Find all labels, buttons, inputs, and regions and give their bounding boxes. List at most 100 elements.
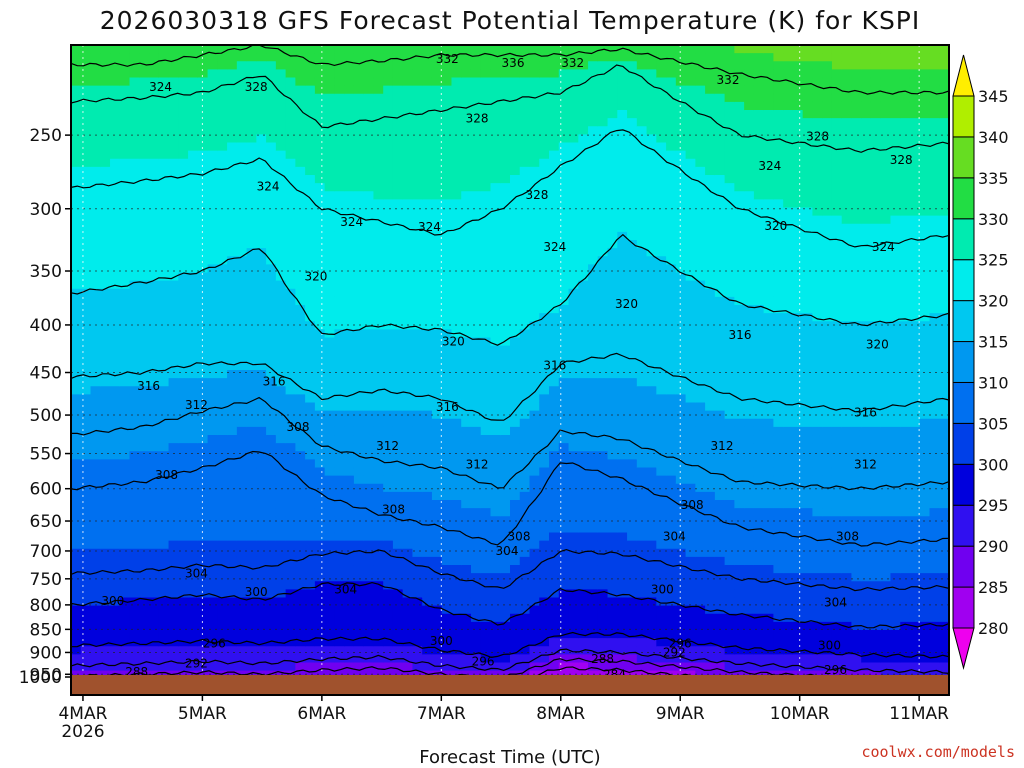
field-cell bbox=[314, 199, 326, 209]
field-cell bbox=[627, 589, 638, 599]
field-cell bbox=[80, 443, 92, 452]
field-cell bbox=[256, 288, 267, 298]
field-cell bbox=[110, 191, 121, 200]
field-cell bbox=[207, 435, 218, 444]
field-cell bbox=[266, 459, 277, 469]
field-cell bbox=[549, 451, 560, 460]
field-cell bbox=[490, 240, 501, 249]
field-cell bbox=[666, 61, 677, 70]
field-cell bbox=[139, 69, 150, 79]
field-cell bbox=[529, 638, 540, 647]
field-cell bbox=[490, 662, 501, 672]
field-cell bbox=[461, 508, 472, 517]
field-cell bbox=[461, 548, 472, 558]
field-cell bbox=[490, 459, 501, 469]
field-cell bbox=[100, 597, 111, 607]
field-cell bbox=[207, 516, 218, 525]
field-cell bbox=[451, 402, 462, 412]
field-cell bbox=[510, 443, 521, 452]
field-cell bbox=[558, 215, 570, 225]
field-cell bbox=[607, 85, 618, 95]
field-cell bbox=[110, 329, 121, 339]
field-cell bbox=[139, 272, 150, 282]
field-cell bbox=[636, 491, 648, 501]
field-cell bbox=[461, 126, 472, 135]
field-cell bbox=[178, 296, 189, 306]
field-cell bbox=[500, 556, 511, 566]
field-cell bbox=[558, 548, 570, 558]
field-cell bbox=[236, 101, 248, 111]
field-cell bbox=[168, 321, 179, 330]
field-cell bbox=[324, 142, 335, 152]
field-cell bbox=[188, 296, 199, 306]
field-cell bbox=[607, 45, 618, 54]
field-cell bbox=[568, 345, 579, 355]
field-cell bbox=[392, 61, 404, 70]
field-cell bbox=[295, 85, 306, 95]
field-cell bbox=[490, 500, 501, 509]
field-cell bbox=[549, 305, 560, 314]
field-cell bbox=[490, 621, 501, 631]
field-cell bbox=[441, 53, 453, 62]
field-cell bbox=[139, 573, 150, 582]
field-cell bbox=[334, 491, 345, 501]
field-cell bbox=[188, 361, 199, 371]
field-cell bbox=[636, 345, 648, 355]
field-cell bbox=[314, 215, 326, 225]
field-cell bbox=[597, 654, 609, 664]
field-cell bbox=[500, 288, 511, 298]
field-cell bbox=[353, 110, 365, 119]
field-cell bbox=[227, 581, 238, 590]
field-cell bbox=[470, 361, 482, 371]
field-cell bbox=[675, 321, 687, 330]
field-cell bbox=[324, 61, 335, 70]
field-cell bbox=[588, 394, 599, 404]
field-cell bbox=[451, 394, 462, 404]
field-cell bbox=[646, 621, 657, 631]
field-cell bbox=[510, 370, 521, 379]
field-cell bbox=[71, 451, 82, 460]
field-cell bbox=[383, 150, 394, 160]
field-cell bbox=[519, 150, 531, 160]
field-cell bbox=[402, 175, 414, 184]
field-cell bbox=[344, 101, 355, 111]
field-cell bbox=[636, 370, 648, 379]
field-cell bbox=[236, 231, 248, 241]
field-cell bbox=[90, 126, 101, 135]
field-cell bbox=[256, 556, 267, 566]
field-cell bbox=[666, 53, 677, 62]
field-cell bbox=[139, 305, 150, 314]
field-cell bbox=[334, 158, 345, 168]
field-cell bbox=[451, 207, 462, 217]
field-cell bbox=[158, 597, 170, 607]
field-cell bbox=[461, 361, 472, 371]
field-cell bbox=[607, 621, 618, 631]
field-cell bbox=[158, 53, 170, 62]
field-cell bbox=[178, 353, 189, 363]
field-cell bbox=[539, 638, 550, 647]
field-cell bbox=[597, 500, 609, 509]
field-cell bbox=[285, 573, 296, 582]
field-cell bbox=[353, 61, 365, 70]
field-cell bbox=[451, 467, 462, 477]
field-cell bbox=[275, 621, 287, 631]
field-cell bbox=[305, 532, 316, 542]
field-cell bbox=[314, 418, 326, 428]
field-cell bbox=[412, 166, 423, 176]
field-cell bbox=[646, 77, 657, 87]
field-cell bbox=[422, 581, 433, 590]
field-cell bbox=[90, 508, 101, 517]
field-cell bbox=[656, 69, 667, 79]
field-cell bbox=[149, 85, 160, 95]
field-cell bbox=[285, 215, 296, 225]
field-cell bbox=[568, 605, 579, 615]
field-cell bbox=[383, 77, 394, 87]
field-cell bbox=[656, 589, 667, 599]
field-cell bbox=[636, 540, 648, 550]
field-cell bbox=[246, 654, 257, 664]
field-cell bbox=[383, 345, 394, 355]
field-cell bbox=[246, 581, 257, 590]
field-cell bbox=[227, 443, 238, 452]
field-cell bbox=[217, 435, 228, 444]
field-cell bbox=[90, 150, 101, 160]
